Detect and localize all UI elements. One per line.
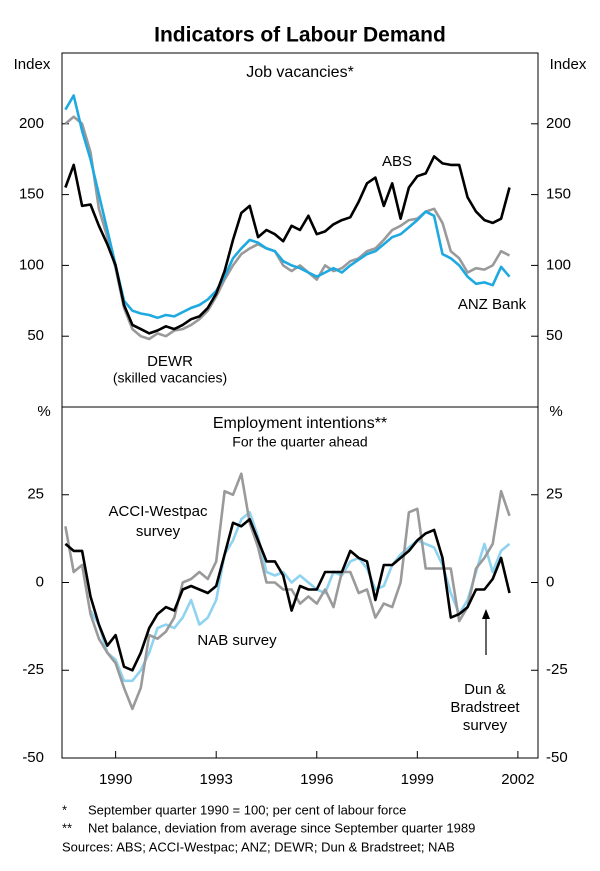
series-label: ABS xyxy=(382,153,412,170)
panel-title: Job vacancies* xyxy=(246,64,354,81)
y-tick-label: 150 xyxy=(19,186,44,203)
y2-tick-label: 150 xyxy=(546,186,571,203)
y-axis-label: % xyxy=(37,403,50,420)
series-line xyxy=(64,155,511,335)
series-line xyxy=(64,518,511,672)
footnote: Net balance, deviation from average sinc… xyxy=(88,820,475,835)
series-label: survey xyxy=(136,523,181,540)
series-label: (skilled vacancies) xyxy=(113,370,227,386)
footnote-mark: * xyxy=(62,802,67,817)
series-label: survey xyxy=(463,717,508,734)
panel-subtitle: For the quarter ahead xyxy=(232,434,367,450)
chart-title: Indicators of Labour Demand xyxy=(154,24,446,47)
arrow-head xyxy=(482,609,490,619)
y2-tick-label: -25 xyxy=(546,661,568,678)
series-line xyxy=(64,94,511,320)
series-label: ANZ Bank xyxy=(458,296,527,313)
y-tick-label: 50 xyxy=(27,327,44,344)
series-label: NAB survey xyxy=(197,632,277,649)
y2-tick-label: 50 xyxy=(546,327,563,344)
x-tick-label: 1996 xyxy=(300,771,333,788)
y2-tick-label: 100 xyxy=(546,256,571,273)
y2-axis-label: % xyxy=(549,403,562,420)
x-tick-label: 1990 xyxy=(99,771,132,788)
panel-title: Employment intentions** xyxy=(213,415,387,432)
y2-axis-label: Index xyxy=(550,56,587,73)
sources: Sources: ABS; ACCI-Westpac; ANZ; DEWR; D… xyxy=(62,839,455,854)
series-label: ACCI-Westpac xyxy=(109,503,208,520)
y-tick-label: -50 xyxy=(22,749,44,766)
y-tick-label: 0 xyxy=(36,573,44,590)
x-tick-label: 1999 xyxy=(401,771,434,788)
series-label: Bradstreet xyxy=(450,699,520,716)
y-tick-label: 25 xyxy=(27,486,44,503)
x-tick-label: 1993 xyxy=(200,771,233,788)
y2-tick-label: 25 xyxy=(546,486,563,503)
x-tick-label: 2002 xyxy=(501,771,534,788)
series-label: DEWR xyxy=(147,353,193,370)
y-tick-label: 200 xyxy=(19,115,44,132)
y2-tick-label: 0 xyxy=(546,573,554,590)
y-axis-label: Index xyxy=(14,56,51,73)
footnote-mark: ** xyxy=(62,820,72,835)
footnote: September quarter 1990 = 100; per cent o… xyxy=(88,802,406,817)
series-line xyxy=(64,115,511,341)
y-tick-label: -25 xyxy=(22,661,44,678)
y2-tick-label: -50 xyxy=(546,749,568,766)
y2-tick-label: 200 xyxy=(546,115,571,132)
series-line xyxy=(89,510,511,683)
y-tick-label: 100 xyxy=(19,256,44,273)
series-label: Dun & xyxy=(464,681,506,698)
plot-frame xyxy=(61,52,539,759)
